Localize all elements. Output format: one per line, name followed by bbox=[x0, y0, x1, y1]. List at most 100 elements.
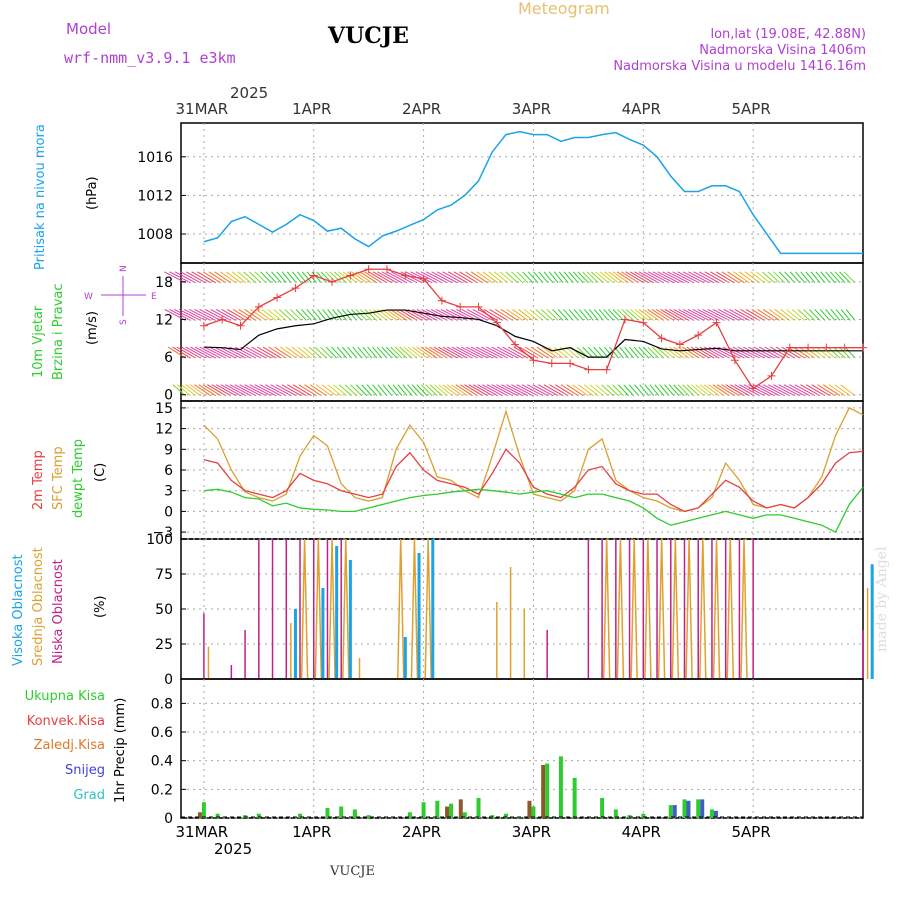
wind-barb bbox=[557, 309, 569, 321]
wind-barb bbox=[466, 309, 488, 321]
wind-barb bbox=[347, 346, 358, 359]
footer-station: VUCJE bbox=[329, 864, 375, 879]
wind-barb bbox=[420, 384, 433, 397]
total-precip-bar bbox=[641, 813, 646, 818]
wind-barb bbox=[317, 309, 327, 321]
mid-cloud-bar bbox=[685, 538, 693, 680]
ytick-label: 25 bbox=[155, 637, 173, 653]
wind-barb bbox=[403, 346, 418, 359]
wind-barb bbox=[742, 346, 765, 359]
wind-barb bbox=[625, 309, 640, 321]
wind-barb bbox=[185, 271, 206, 284]
ytick-label: 0.8 bbox=[151, 696, 173, 712]
mid-cloud-bar bbox=[726, 538, 735, 680]
high-cloud-ylabel: Visoka Oblacnost bbox=[11, 554, 26, 666]
wind-barb bbox=[172, 346, 191, 359]
wind-barb bbox=[430, 309, 453, 321]
precip-bars bbox=[197, 756, 718, 818]
wind-barb bbox=[455, 384, 473, 397]
total-precip-bar bbox=[435, 800, 440, 818]
wind-barb bbox=[199, 309, 222, 321]
ytick-label: 12 bbox=[155, 422, 173, 438]
wind-barb bbox=[738, 271, 755, 284]
wind-barb bbox=[240, 346, 262, 359]
wind-barb bbox=[386, 271, 408, 284]
ytick-label: 6 bbox=[164, 463, 173, 479]
wind-barb bbox=[482, 384, 504, 397]
wind-barb bbox=[573, 309, 584, 321]
wind-barb bbox=[794, 384, 816, 397]
wind-barb bbox=[757, 384, 780, 397]
wind-barb bbox=[500, 309, 519, 321]
gust-marker bbox=[254, 302, 263, 311]
mid-cloud-bar bbox=[630, 538, 638, 680]
wind-barb bbox=[669, 346, 685, 359]
wind-barb bbox=[295, 309, 307, 321]
wind-barb bbox=[481, 346, 504, 359]
wind-barb bbox=[265, 271, 277, 284]
wind-barb bbox=[268, 346, 287, 359]
wind-barb bbox=[541, 309, 554, 321]
wind-barb bbox=[239, 384, 262, 397]
wind-barb bbox=[738, 384, 760, 397]
snow-bar bbox=[686, 800, 691, 818]
wind-barb bbox=[291, 271, 302, 284]
wind-barb bbox=[416, 309, 438, 321]
ytick-label: 18 bbox=[155, 275, 173, 291]
wind-barb bbox=[543, 384, 564, 397]
wind-barb bbox=[764, 346, 785, 359]
wind-barb bbox=[465, 271, 483, 284]
wind-barb bbox=[381, 346, 393, 359]
wind-barb bbox=[833, 346, 846, 359]
wind-barb bbox=[486, 384, 509, 397]
wind-barb bbox=[373, 309, 388, 321]
wind-barb bbox=[164, 271, 186, 284]
wind-barb bbox=[774, 309, 791, 321]
total-precip-bar bbox=[668, 805, 673, 818]
wind-ylabel: 10m Vjetar bbox=[31, 305, 46, 378]
wind-barb bbox=[381, 309, 398, 321]
gust-marker bbox=[602, 365, 611, 374]
gust-marker bbox=[785, 343, 794, 352]
wind-barb bbox=[486, 346, 509, 359]
gust-marker bbox=[694, 331, 703, 340]
wind-barb bbox=[529, 309, 544, 321]
wind-barb bbox=[248, 271, 262, 284]
wind-barb bbox=[727, 346, 750, 359]
wind-barb bbox=[549, 384, 569, 397]
wind-barb bbox=[372, 346, 383, 359]
wind-barb bbox=[210, 309, 232, 321]
total-precip-bar bbox=[709, 809, 714, 818]
wind-barb bbox=[483, 309, 504, 321]
gust-marker bbox=[804, 343, 813, 352]
wind-barb bbox=[286, 271, 297, 284]
wind-barb bbox=[385, 309, 403, 321]
wind-barb bbox=[805, 271, 816, 284]
wind-barb bbox=[306, 309, 317, 321]
conv-precip-bar bbox=[541, 764, 546, 818]
wind-barb bbox=[639, 384, 650, 397]
wind-barb bbox=[791, 309, 806, 321]
wind-barb bbox=[716, 384, 735, 397]
wind-barb bbox=[265, 384, 287, 397]
mid-cloud-ylabel: Srednja Oblacnost bbox=[31, 547, 46, 666]
wind-barb bbox=[548, 346, 564, 359]
wind-barb bbox=[734, 384, 755, 397]
wind-barb bbox=[715, 271, 735, 284]
wind-barb bbox=[651, 309, 670, 321]
wind-barb bbox=[672, 271, 695, 284]
wind-barb bbox=[839, 271, 851, 284]
ytick-label: 12 bbox=[155, 312, 173, 328]
wind-barb bbox=[281, 384, 302, 397]
wind-barb bbox=[767, 384, 790, 397]
wind-barb bbox=[656, 346, 670, 359]
wind-barb bbox=[304, 384, 322, 397]
wind-barb bbox=[257, 346, 277, 359]
wind-barb bbox=[309, 384, 327, 397]
wind-barb bbox=[599, 271, 614, 284]
wind-barb bbox=[712, 384, 730, 397]
wind-barb bbox=[609, 346, 619, 359]
wind-barb bbox=[695, 346, 715, 359]
wind-barb bbox=[649, 384, 660, 397]
wind-barb bbox=[723, 309, 745, 321]
